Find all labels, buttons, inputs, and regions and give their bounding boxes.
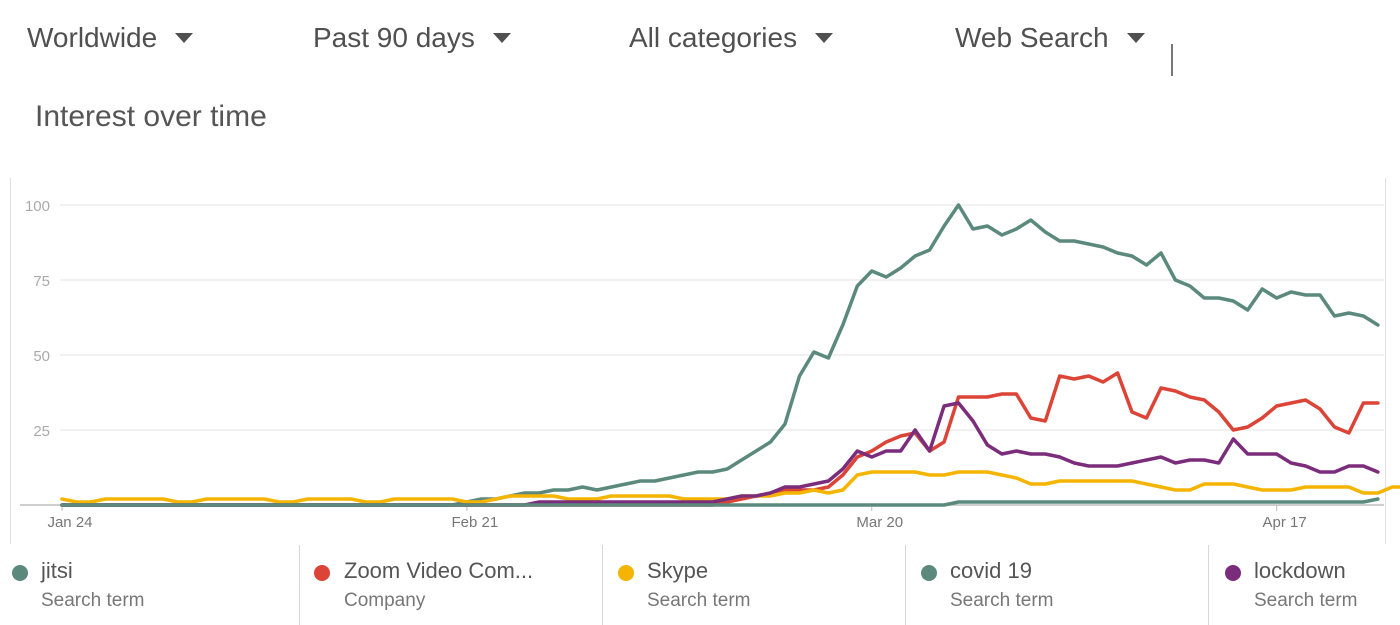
search-type-filter[interactable]: Web Search [955, 22, 1145, 54]
x-tick-label: Feb 21 [452, 514, 499, 531]
legend-series-name: Zoom Video Com... [344, 558, 534, 583]
x-tick-label: Apr 17 [1263, 514, 1307, 531]
legend-item-skype[interactable]: Skype Search term [603, 545, 906, 625]
chart-title: Interest over time [35, 100, 267, 133]
legend-series-name: Skype [647, 558, 709, 583]
chevron-down-icon [1126, 33, 1145, 43]
series-color-dot [618, 565, 634, 581]
series-line-zoom-video-com [60, 371, 1380, 507]
time-range-filter[interactable]: Past 90 days [313, 22, 511, 54]
series-color-dot [921, 565, 937, 581]
chevron-down-icon [815, 33, 834, 43]
filter-bar: Worldwide Past 90 days All categories We… [0, 16, 1400, 66]
chevron-down-icon [492, 33, 511, 43]
y-tick-label: 50 [33, 348, 50, 365]
legend-series-type: Search term [647, 590, 751, 611]
chart-grid [20, 204, 1384, 511]
region-filter[interactable]: Worldwide [27, 22, 194, 54]
legend-series-type: Search term [950, 590, 1054, 611]
y-axis: 25 50 75 100 [25, 198, 50, 440]
legend-series-name: covid 19 [950, 558, 1032, 583]
x-axis: Jan 24 Feb 21 Mar 20 Apr 17 [47, 514, 1306, 531]
x-tick-label: Mar 20 [856, 514, 903, 531]
legend-item-zoom[interactable]: Zoom Video Com... Company [300, 545, 603, 625]
series-color-dot [314, 565, 330, 581]
y-tick-label: 75 [33, 273, 50, 290]
series-line-jitsi [60, 497, 1380, 507]
legend-item-covid-19[interactable]: covid 19 Search term [906, 545, 1209, 625]
legend-item-lockdown[interactable]: lockdown Search term [1209, 545, 1400, 625]
y-tick-label: 100 [25, 198, 50, 215]
legend-series-name: lockdown [1254, 558, 1346, 583]
category-filter[interactable]: All categories [629, 22, 834, 54]
x-tick-label: Jan 24 [47, 514, 92, 531]
chart-legend: jitsi Search term Zoom Video Com... Comp… [0, 545, 1400, 625]
filter-divider [1171, 44, 1173, 76]
time-range-filter-label: Past 90 days [313, 22, 475, 53]
legend-series-type: Company [344, 590, 426, 611]
series-color-dot [12, 565, 28, 581]
y-tick-label: 25 [33, 423, 50, 440]
series-color-dot [1225, 565, 1241, 581]
chart-card [10, 178, 1386, 544]
legend-series-type: Search term [1254, 590, 1358, 611]
chart-series [60, 203, 1400, 507]
legend-item-jitsi[interactable]: jitsi Search term [0, 545, 300, 625]
search-type-filter-label: Web Search [955, 22, 1109, 53]
chevron-down-icon [175, 33, 194, 43]
region-filter-label: Worldwide [27, 22, 158, 53]
legend-series-name: jitsi [41, 558, 73, 583]
category-filter-label: All categories [629, 22, 798, 53]
interest-over-time-chart[interactable]: 25 50 75 100 Jan 24 Feb 21 Mar 20 Apr 17 [0, 0, 1400, 545]
legend-series-type: Search term [41, 590, 145, 611]
